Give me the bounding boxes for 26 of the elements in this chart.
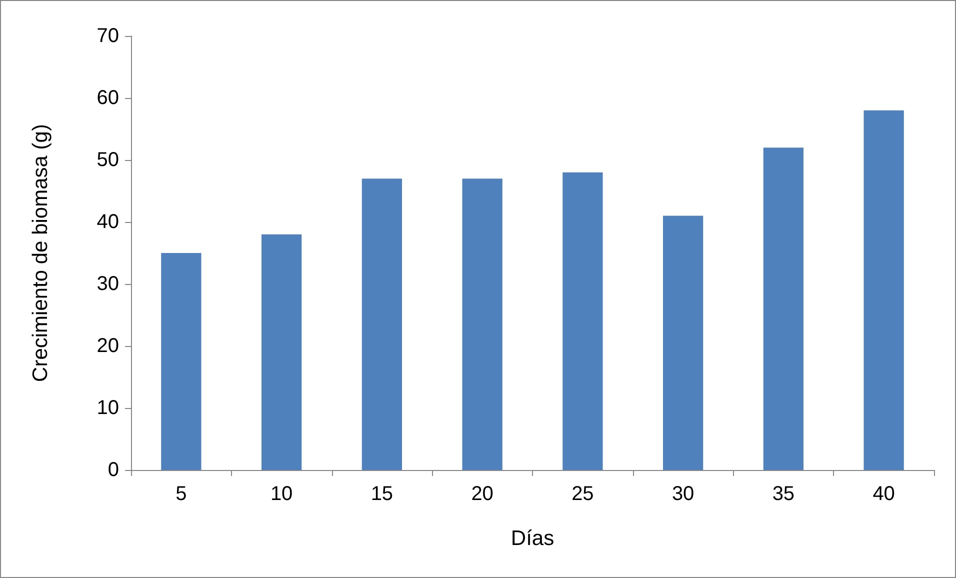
bar [462,178,502,470]
x-tick-label: 40 [872,483,895,505]
bar [261,234,302,470]
bar [562,172,603,470]
bar [662,216,704,470]
y-tick-label: 0 [108,459,119,481]
bar [362,178,402,470]
x-tick-label: 25 [572,483,594,505]
x-axis-title: Días [510,527,554,550]
x-tick-label: 35 [772,483,795,505]
y-tick-label: 30 [96,273,119,295]
x-tick-label: 5 [176,483,187,505]
bar [161,253,202,470]
y-tick-label: 20 [96,335,119,357]
y-tick-label: 40 [96,211,119,233]
y-tick-label: 60 [96,87,119,109]
y-tick-label: 10 [96,397,119,419]
x-tick-label: 15 [370,483,394,505]
y-tick-label: 50 [96,149,119,171]
y-tick-label: 70 [96,25,119,47]
x-tick-label: 20 [471,483,494,505]
x-tick-label: 30 [672,483,694,505]
bar [864,110,904,470]
bar [763,148,804,470]
y-axis-title: Crecimiento de biomasa (g) [29,124,52,382]
x-tick-label: 10 [270,483,293,505]
